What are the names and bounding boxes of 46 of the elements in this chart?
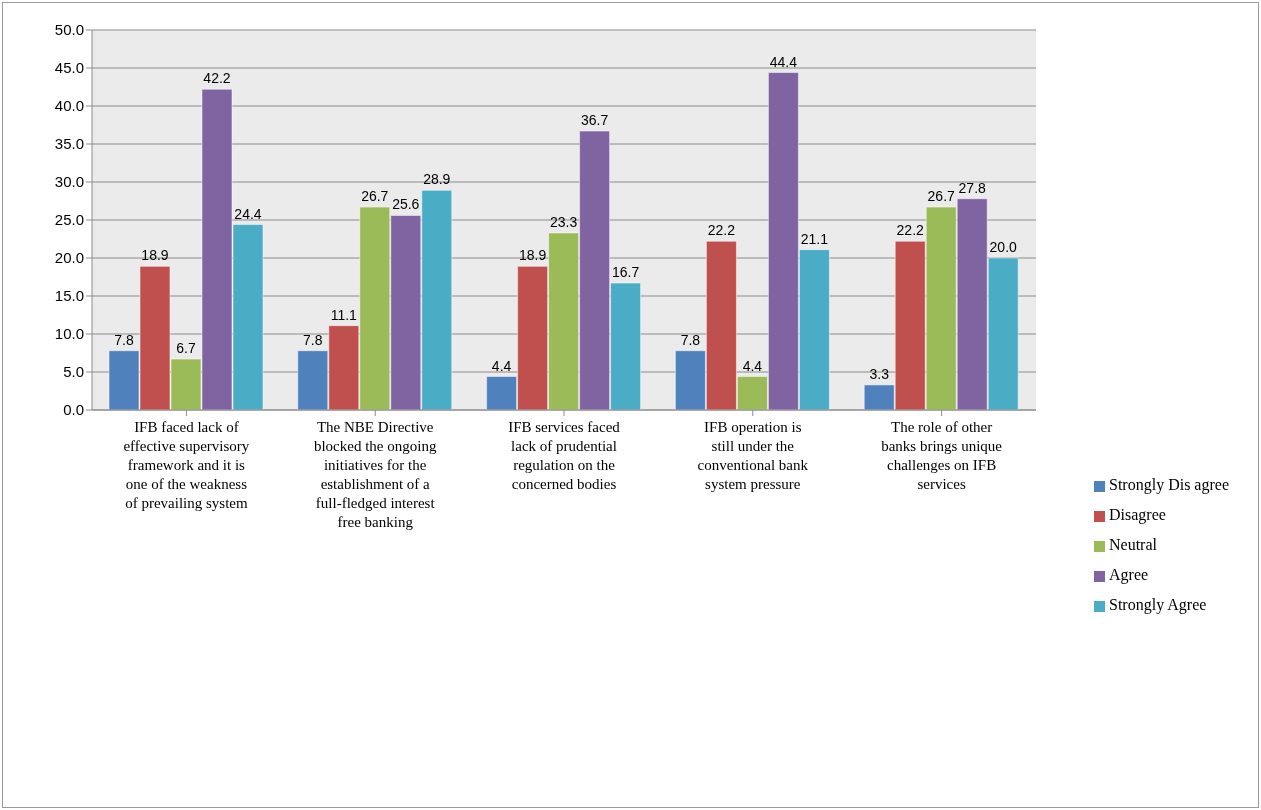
data-label: 11.1 bbox=[330, 306, 358, 323]
data-label: 7.8 bbox=[303, 331, 323, 348]
data-label: 22.2 bbox=[707, 222, 736, 239]
y-tick-label: 5.0 bbox=[63, 363, 84, 381]
data-label: 3.3 bbox=[869, 365, 890, 382]
data-label: 21.1 bbox=[800, 230, 829, 247]
data-label: 25.6 bbox=[392, 196, 420, 213]
y-tick-label: 40.0 bbox=[54, 97, 84, 115]
x-tick-label: IFB faced lack of effective supervisory framework and it is one of the weakness of prevailing system bbox=[123, 419, 250, 511]
y-tick-label: 45.0 bbox=[54, 59, 84, 77]
legend-label: Disagree bbox=[1109, 506, 1166, 523]
y-tick-label: 35.0 bbox=[54, 135, 84, 153]
legend-label: Neutral bbox=[1109, 536, 1157, 553]
data-label: 18.9 bbox=[518, 247, 547, 264]
x-tick-label: The NBE Directive blocked the ongoing initiatives for the establishment of a full-fledged interest free banking bbox=[313, 419, 437, 530]
y-tick-label: 0.0 bbox=[63, 401, 84, 419]
data-label: 23.3 bbox=[549, 213, 578, 230]
data-label: 44.4 bbox=[769, 53, 798, 70]
y-tick-label: 50.0 bbox=[54, 21, 84, 39]
data-label: 18.9 bbox=[141, 247, 169, 264]
data-label: 42.2 bbox=[203, 70, 231, 87]
data-label: 4.4 bbox=[742, 357, 763, 374]
data-label: 7.8 bbox=[114, 331, 134, 348]
y-tick-label: 20.0 bbox=[54, 249, 84, 267]
legend-label: Strongly Dis agree bbox=[1109, 476, 1229, 493]
data-label: 16.7 bbox=[611, 264, 640, 281]
y-tick-label: 10.0 bbox=[54, 325, 84, 343]
data-label: 20.0 bbox=[989, 239, 1018, 255]
data-label: 28.9 bbox=[423, 171, 451, 188]
data-label: 4.4 bbox=[491, 357, 512, 374]
data-label: 24.4 bbox=[234, 205, 262, 222]
legend-label: Agree bbox=[1109, 566, 1149, 583]
x-tick-label: IFB services faced lack of prudential regulation on the concerned bodies bbox=[508, 419, 621, 492]
x-tick-label: IFB operation is still under the conventional bank system pressure bbox=[697, 419, 809, 492]
legend-label: Strongly Agree bbox=[1109, 596, 1207, 613]
data-label: 22.2 bbox=[896, 222, 925, 239]
data-label: 6.7 bbox=[176, 340, 196, 357]
y-tick-label: 15.0 bbox=[54, 287, 84, 305]
y-tick-label: 30.0 bbox=[54, 173, 84, 191]
x-tick-label: The role of other banks brings unique challenges on IFB services bbox=[881, 419, 1003, 492]
data-label: 36.7 bbox=[580, 112, 609, 129]
data-label: 26.7 bbox=[927, 188, 956, 205]
data-label: 27.8 bbox=[958, 179, 987, 196]
data-label: 26.7 bbox=[361, 188, 389, 205]
data-label: 7.8 bbox=[680, 331, 701, 348]
y-tick-label: 25.0 bbox=[54, 211, 84, 229]
